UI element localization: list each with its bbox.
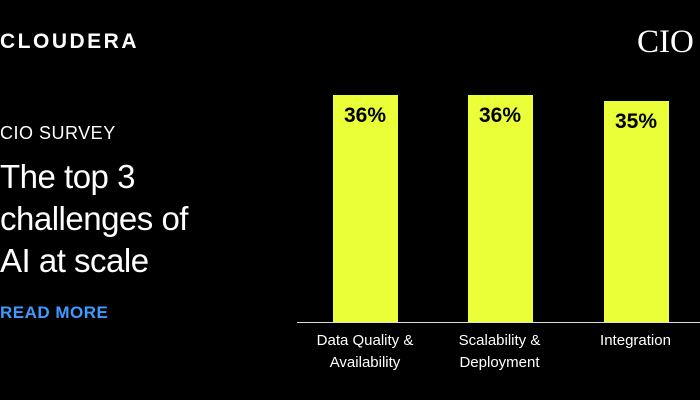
headline: The top 3 challenges of AI at scale	[0, 158, 188, 279]
read-more-link[interactable]: READ MORE	[0, 303, 109, 322]
value-label: 36%	[478, 104, 522, 127]
x-tick-label: Scalability & Deployment	[458, 332, 541, 371]
publisher-logo: CIO	[637, 24, 694, 60]
bar	[467, 95, 533, 322]
eyebrow: CIO SURVEY	[0, 123, 116, 143]
value-label: 35%	[614, 110, 658, 134]
value-label: 36%	[343, 104, 387, 127]
bar	[603, 101, 669, 322]
x-tick-label: Integration	[600, 332, 671, 349]
bar	[332, 95, 398, 322]
x-tick-label: Data Quality & Availability	[316, 332, 414, 371]
x-axis-line	[297, 322, 700, 323]
brand-logo: CLOUDERA	[0, 30, 139, 53]
